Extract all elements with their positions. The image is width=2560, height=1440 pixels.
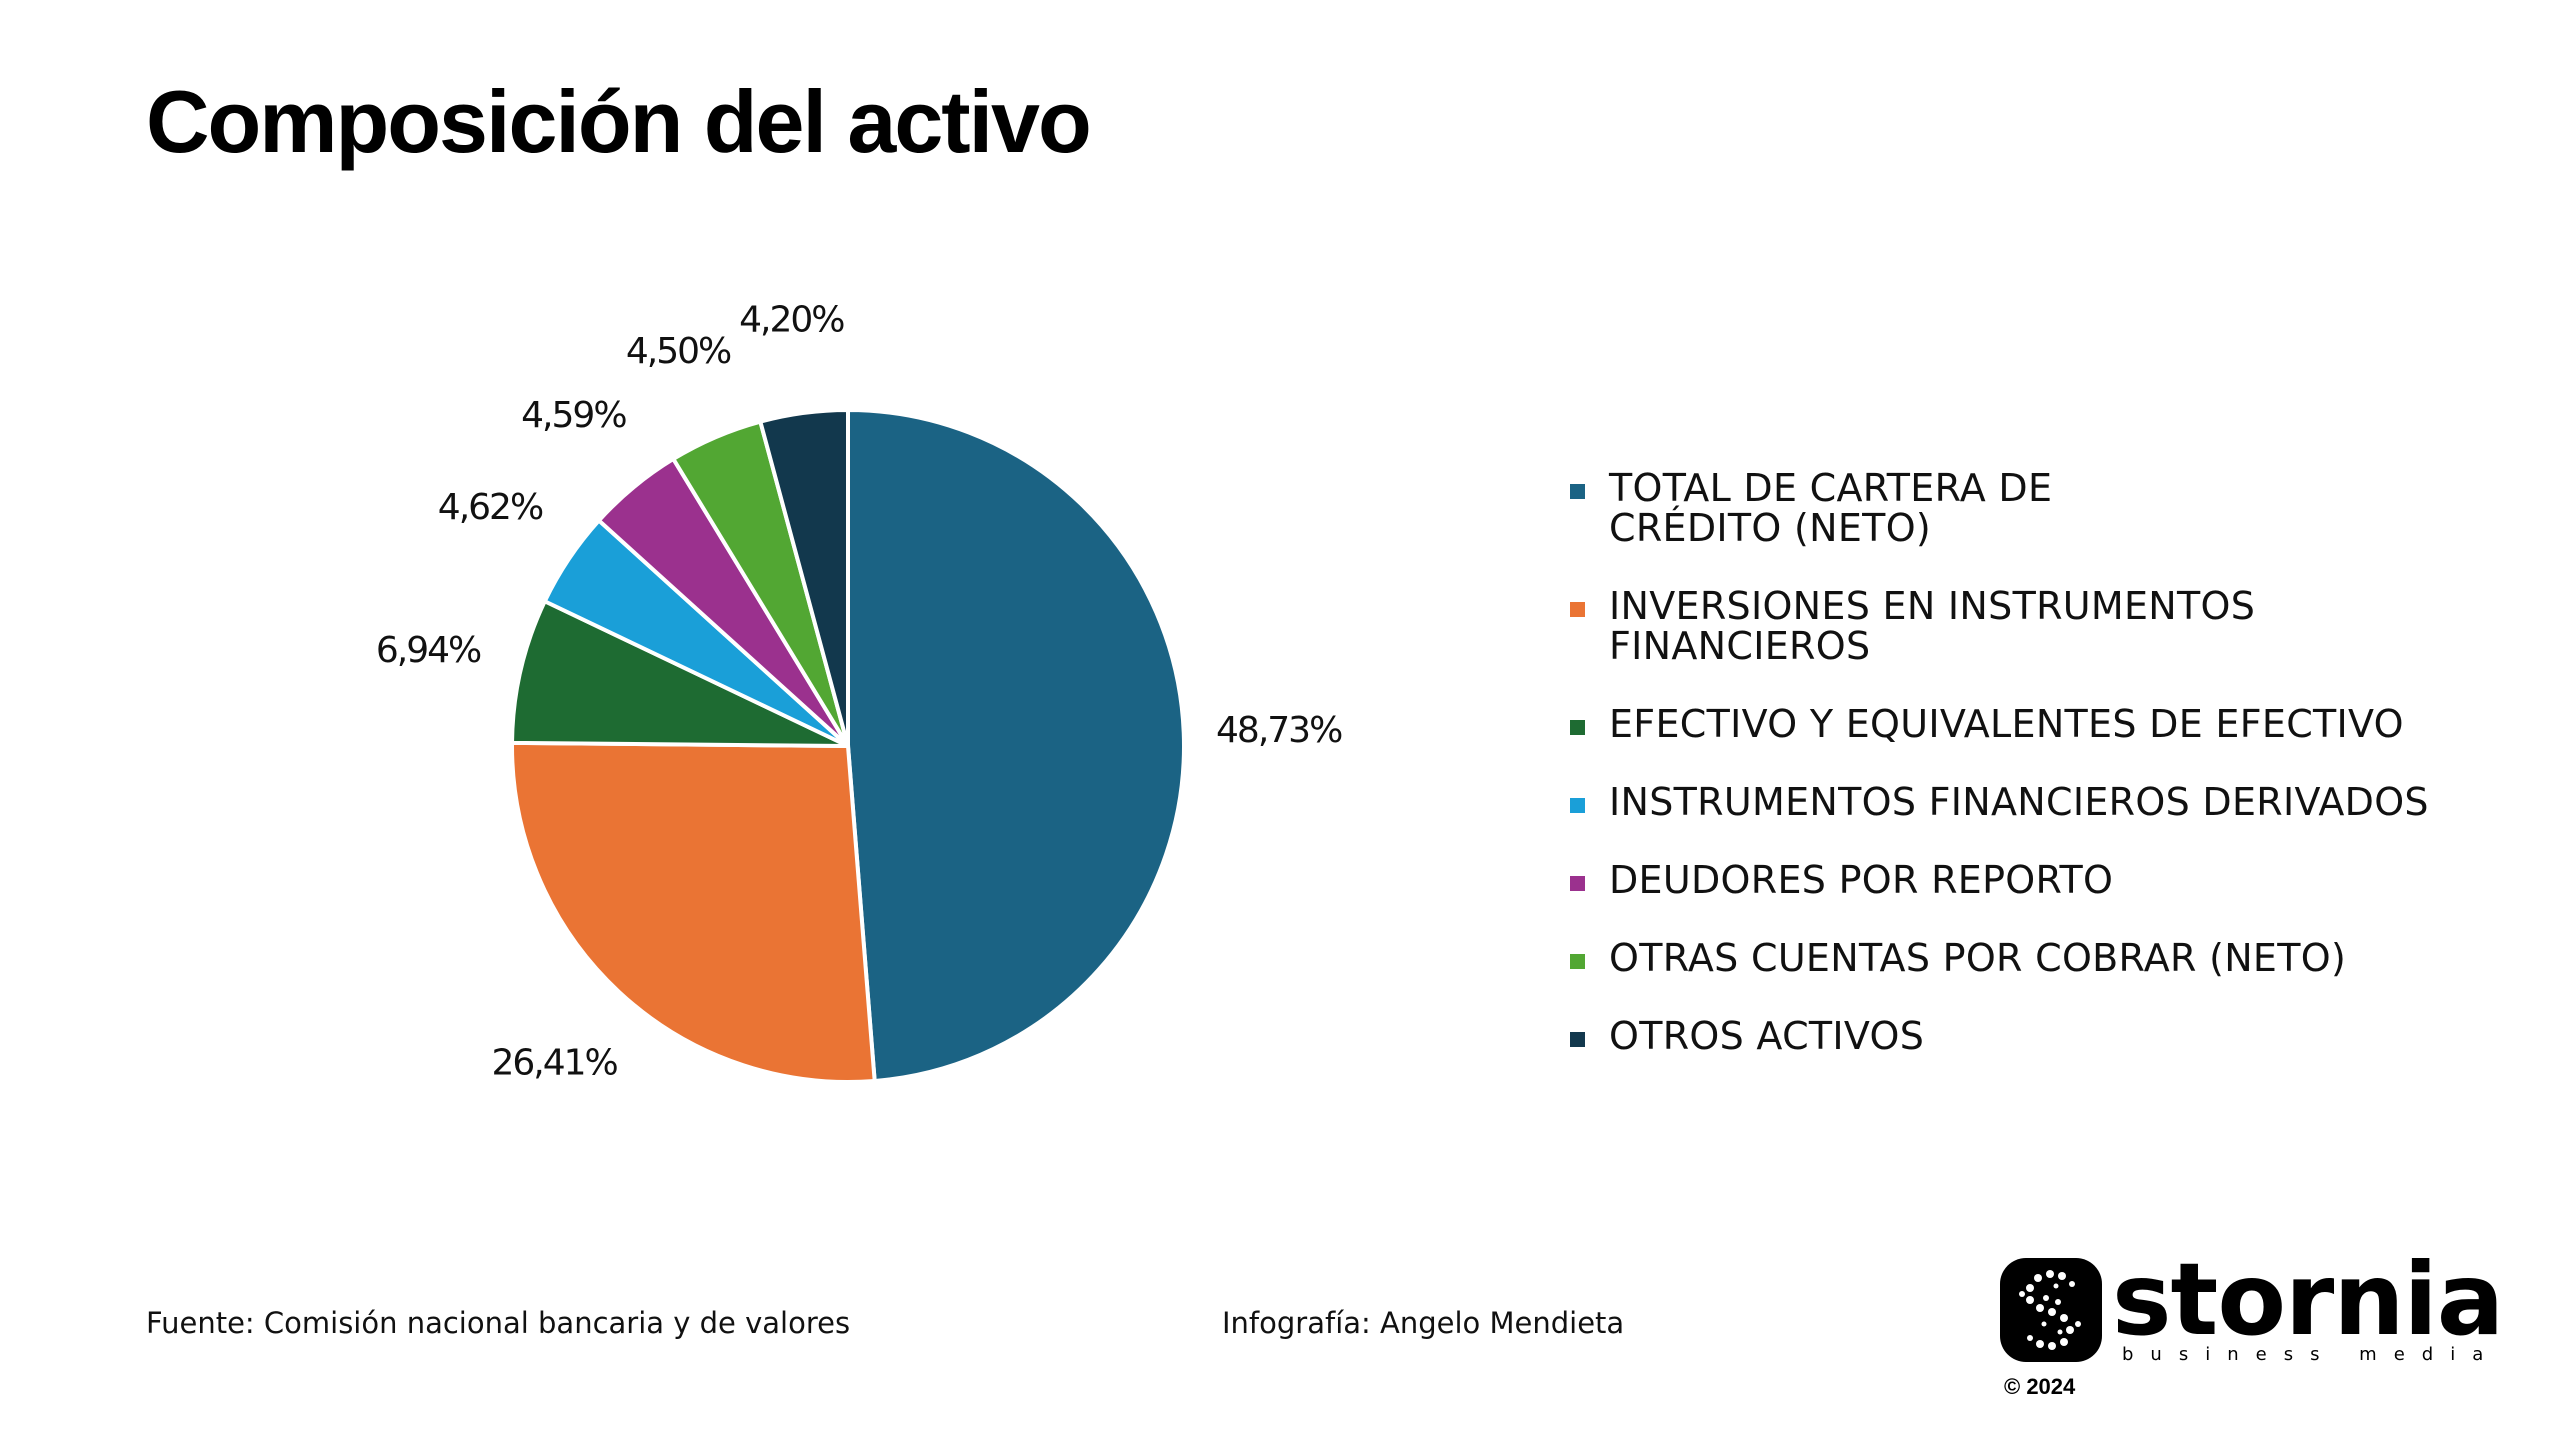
pie-slice-1	[510, 740, 877, 1084]
legend-item-0: TOTAL DE CARTERA DE CRÉDITO (NETO)	[1570, 468, 2530, 548]
slice-value-label-6: 4,20%	[739, 300, 844, 341]
legend-label: OTRAS CUENTAS POR COBRAR (NETO)	[1609, 936, 2347, 980]
legend-label: OTROS ACTIVOS	[1609, 1014, 1925, 1058]
slice-value-label-1: 26,41%	[491, 1042, 617, 1083]
legend-swatch	[1570, 876, 1585, 891]
logo-wordmark: stornia	[2112, 1241, 2504, 1358]
legend-label: TOTAL DE CARTERA DE CRÉDITO (NETO)	[1609, 466, 2053, 550]
logo-badge-icon	[2000, 1258, 2102, 1362]
slice-value-label-5: 4,50%	[626, 331, 731, 372]
legend-swatch	[1570, 720, 1585, 735]
copyright: © 2024	[2004, 1374, 2076, 1399]
legend-label: DEUDORES POR REPORTO	[1609, 858, 2114, 902]
legend-item-4: DEUDORES POR REPORTO	[1570, 860, 2530, 900]
legend-swatch	[1570, 1032, 1585, 1047]
credit-note: Infografía: Angelo Mendieta	[1222, 1306, 1625, 1340]
slice-value-label-3: 4,62%	[438, 487, 543, 528]
legend: TOTAL DE CARTERA DE CRÉDITO (NETO) INVERS…	[1570, 468, 2530, 1094]
pie-slice-2	[510, 599, 850, 748]
legend-swatch	[1570, 602, 1585, 617]
legend-item-3: INSTRUMENTOS FINANCIEROS DERIVADOS	[1570, 782, 2530, 822]
slice-value-label-4: 4,59%	[521, 395, 626, 436]
legend-swatch	[1570, 954, 1585, 969]
legend-label: INSTRUMENTOS FINANCIEROS DERIVADOS	[1609, 780, 2429, 824]
legend-item-2: EFECTIVO Y EQUIVALENTES DE EFECTIVO	[1570, 704, 2530, 744]
slice-value-label-0: 48,73%	[1216, 710, 1342, 751]
pie-slice-0	[846, 408, 1187, 1083]
chart-title: Composición del activo	[146, 72, 1092, 171]
pie-slice-6	[758, 408, 850, 748]
source-note: Fuente: Comisión nacional bancaria y de …	[146, 1306, 851, 1340]
legend-swatch	[1570, 484, 1585, 499]
legend-label: INVERSIONES EN INSTRUMENTOS FINANCIEROS	[1609, 584, 2256, 668]
legend-item-5: OTRAS CUENTAS POR COBRAR (NETO)	[1570, 938, 2530, 978]
legend-item-6: OTROS ACTIVOS	[1570, 1016, 2530, 1056]
legend-item-1: INVERSIONES EN INSTRUMENTOS FINANCIEROS	[1570, 586, 2530, 666]
stornia-logo: stornia business media © 2024	[2000, 1250, 2504, 1399]
slice-value-label-2: 6,94%	[376, 630, 481, 671]
legend-swatch	[1570, 798, 1585, 813]
legend-label: EFECTIVO Y EQUIVALENTES DE EFECTIVO	[1609, 702, 2404, 746]
logo-tagline: business media	[2122, 1344, 2501, 1365]
